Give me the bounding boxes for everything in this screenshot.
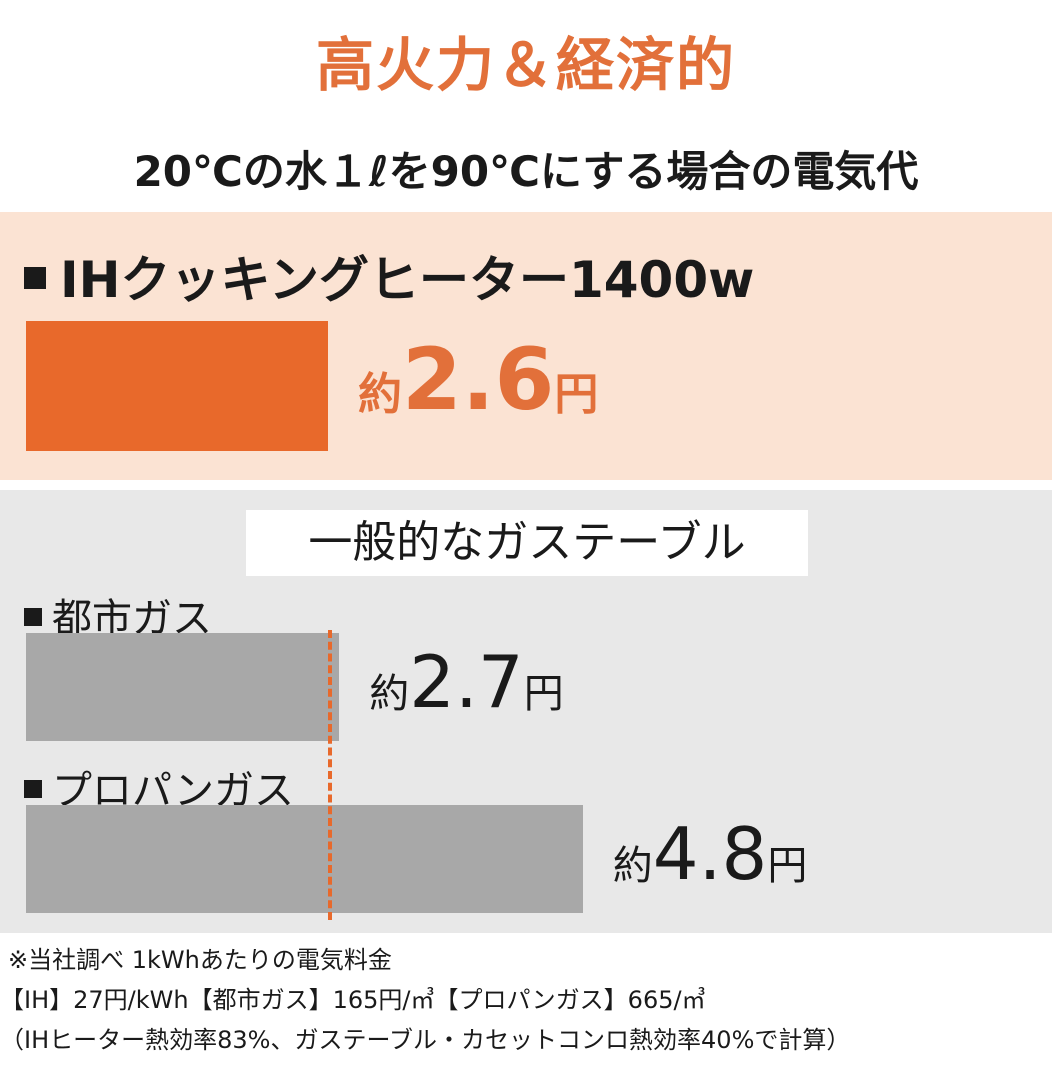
gas-section-title: 一般的なガステーブル	[246, 510, 808, 576]
headline-subtitle: 20℃の水１ℓを90℃にする場合の電気代	[133, 147, 919, 196]
city-gas-value-unit: 円	[523, 671, 564, 717]
ih-value: 2.6	[402, 330, 555, 430]
gas-panel: 一般的なガステーブル 都市ガス 約2.7円 プロパンガス 約4.8円	[0, 490, 1052, 933]
square-bullet-icon	[24, 266, 46, 289]
propane-value-prefix: 約	[612, 843, 653, 889]
city-gas-value: 2.7	[409, 640, 524, 724]
propane-value-label: 約4.8円	[613, 812, 808, 896]
footnote-rates: 【IH】27円/kWh【都市ガス】165円/㎥【プロパンガス】665/㎥	[0, 986, 706, 1014]
ih-label-row: IHクッキングヒーター1400w	[24, 240, 754, 312]
headline-title: 高火力＆経済的	[315, 31, 736, 99]
city-gas-value-label: 約2.7円	[369, 640, 564, 724]
footnotes: ※当社調べ 1kWhあたりの電気料金 【IH】27円/kWh【都市ガス】165円…	[0, 940, 1052, 1060]
ih-value-label: 約2.6円	[358, 330, 598, 430]
propane-value: 4.8	[652, 812, 768, 896]
footnote-efficiency: （IHヒーター熱効率83%、ガステーブル・カセットコンロ熱効率40%で計算）	[0, 1026, 851, 1054]
square-bullet-icon	[24, 780, 42, 798]
propane-value-unit: 円	[767, 843, 808, 889]
ih-value-prefix: 約	[358, 369, 402, 420]
square-bullet-icon	[24, 608, 42, 626]
bar-ih	[26, 321, 328, 451]
bar-city-gas	[26, 633, 340, 741]
footnote-source: ※当社調べ 1kWhあたりの電気料金	[8, 946, 392, 974]
ih-reference-dashed-line	[327, 630, 332, 920]
city-gas-value-prefix: 約	[369, 671, 410, 717]
ih-value-unit: 円	[554, 369, 599, 420]
ih-label: IHクッキングヒーター1400w	[60, 251, 755, 309]
ih-panel: IHクッキングヒーター1400w 約2.6円	[0, 212, 1052, 480]
bar-propane-gas	[26, 805, 583, 913]
